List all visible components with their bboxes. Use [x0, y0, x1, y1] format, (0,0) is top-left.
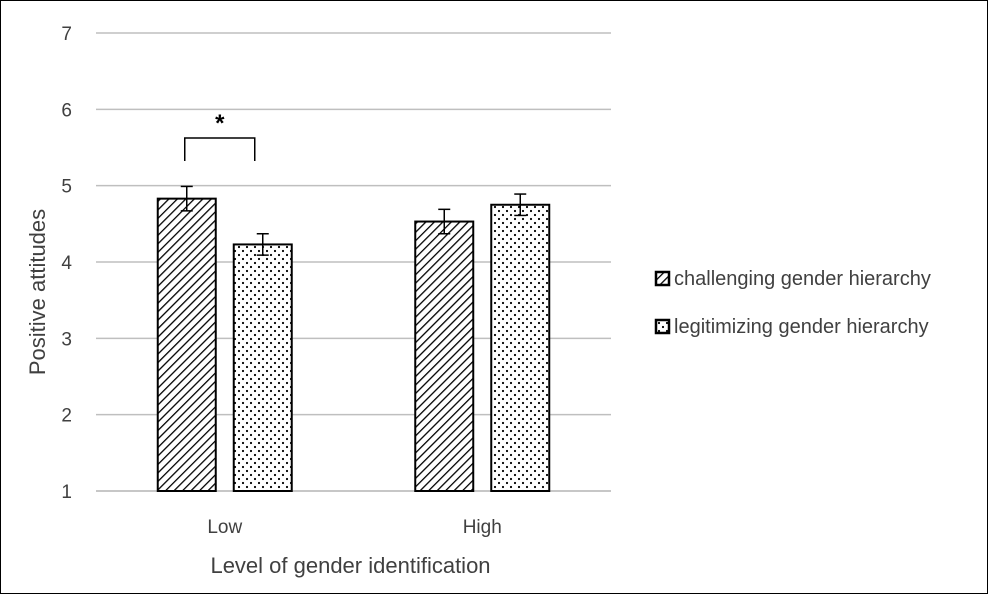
legend-swatch	[654, 270, 671, 287]
y-tick-label: 2	[61, 406, 72, 427]
bar	[232, 243, 293, 492]
error-bars	[180, 185, 527, 256]
bar	[414, 220, 475, 492]
y-tick-label: 7	[61, 24, 72, 45]
significance-star: *	[215, 110, 225, 137]
y-tick-label: 3	[61, 329, 72, 350]
y-tick-label: 6	[61, 100, 72, 121]
y-axis-title: Positive attitudes	[25, 209, 50, 375]
legend-label: legitimizing gender hierarchy	[674, 316, 929, 338]
legend-label: challenging gender hierarchy	[674, 268, 931, 290]
y-tick-label: 1	[61, 482, 72, 503]
bar	[156, 197, 217, 492]
legend-swatch	[654, 318, 671, 335]
x-tick-label: High	[463, 517, 502, 538]
bar	[490, 203, 551, 492]
significance-annotation: *	[184, 110, 256, 161]
y-tick-label: 5	[61, 177, 72, 198]
legend: challenging gender hierarchy legitimizing…	[654, 268, 931, 338]
bars	[156, 197, 551, 492]
x-tick-label: Low	[207, 517, 242, 538]
significance-bracket	[184, 137, 256, 161]
y-tick-label: 4	[61, 253, 72, 274]
x-axis-title: Level of gender identification	[210, 553, 490, 578]
x-tick-labels: Low High	[207, 517, 501, 538]
y-tick-labels: 1 2 3 4 5 6 7	[61, 24, 72, 503]
